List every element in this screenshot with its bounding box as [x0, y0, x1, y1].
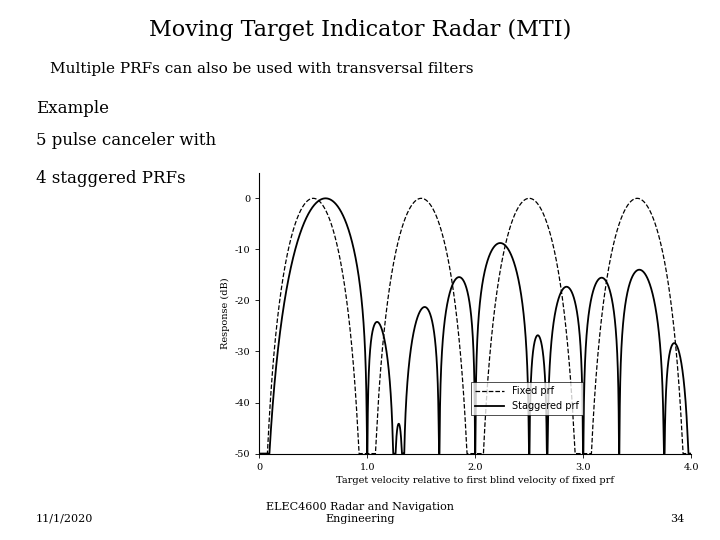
Fixed prf	[411, 198, 420, 204]
Staggered prf	[510, 262, 519, 268]
Y-axis label: Response (dB): Response (dB)	[221, 278, 230, 349]
Text: Moving Target Indicator Radar (MTI): Moving Target Indicator Radar (MTI)	[149, 19, 571, 41]
Text: 5 pulse canceler with: 5 pulse canceler with	[36, 132, 216, 149]
Fixed prf	[309, 195, 318, 201]
Fixed prf	[529, 197, 538, 203]
Text: Multiple PRFs can also be used with transversal filters: Multiple PRFs can also be used with tran…	[50, 62, 474, 76]
Staggered prf	[411, 320, 420, 327]
X-axis label: Target velocity relative to first blind velocity of fixed prf: Target velocity relative to first blind …	[336, 476, 614, 485]
Staggered prf	[276, 322, 285, 329]
Staggered prf	[575, 330, 584, 336]
Line: Fixed prf: Fixed prf	[259, 198, 691, 454]
Text: 11/1/2020: 11/1/2020	[36, 514, 94, 524]
Fixed prf	[276, 288, 285, 295]
Staggered prf	[687, 450, 696, 457]
Fixed prf	[687, 450, 696, 457]
Staggered prf	[255, 450, 264, 457]
Staggered prf	[321, 195, 330, 201]
Staggered prf	[598, 275, 607, 281]
Staggered prf	[529, 343, 538, 350]
Fixed prf	[598, 306, 607, 313]
Line: Staggered prf: Staggered prf	[259, 198, 691, 454]
Legend: Fixed prf, Staggered prf: Fixed prf, Staggered prf	[472, 382, 582, 415]
Text: Example: Example	[36, 100, 109, 117]
Text: ELEC4600 Radar and Navigation
Engineering: ELEC4600 Radar and Navigation Engineerin…	[266, 502, 454, 524]
Fixed prf	[255, 450, 264, 457]
Fixed prf	[575, 450, 584, 457]
Text: 4 staggered PRFs: 4 staggered PRFs	[36, 170, 186, 187]
Text: 34: 34	[670, 514, 684, 524]
Fixed prf	[510, 211, 519, 218]
